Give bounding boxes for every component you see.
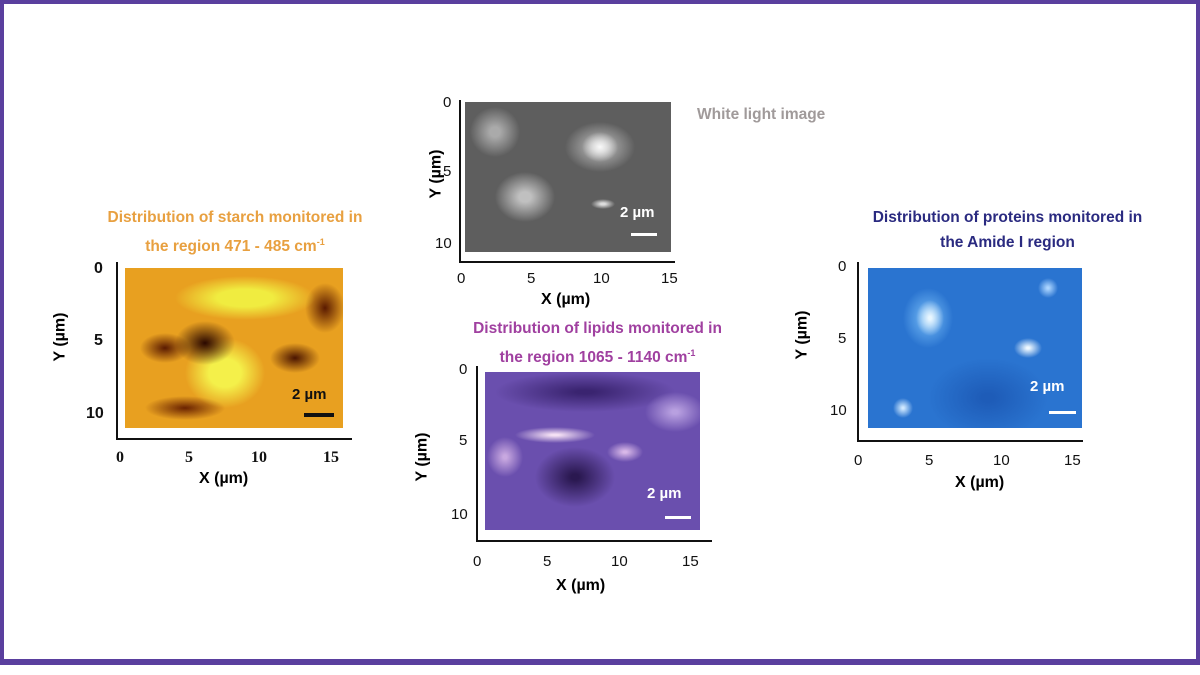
white-xtick: 10	[593, 270, 610, 287]
starch-ytick: 5	[94, 332, 103, 349]
white-x-label: X (µm)	[541, 291, 591, 308]
white-scale-label: 2 µm	[620, 204, 655, 221]
starch-x-axis	[116, 438, 352, 440]
lipids-x-label: X (µm)	[556, 577, 606, 594]
starch-title-text: the region 471 - 485 cm	[145, 238, 317, 256]
white-light-title: White light image	[697, 106, 826, 123]
lipids-xtick: 10	[611, 553, 628, 570]
starch-title-line1: Distribution of starch monitored in	[107, 209, 363, 226]
proteins-xtick: 15	[1064, 452, 1081, 469]
starch-xtick: 10	[251, 449, 267, 466]
proteins-ytick: 5	[838, 330, 847, 347]
proteins-xtick: 10	[993, 452, 1010, 469]
starch-xtick: 0	[116, 449, 124, 466]
white-y-axis	[459, 100, 461, 263]
lipids-ytick: 5	[459, 432, 468, 449]
proteins-ytick: 0	[838, 258, 847, 275]
proteins-ytick: 10	[830, 402, 847, 419]
starch-ytick: 0	[94, 260, 103, 277]
lipids-scale-label: 2 µm	[647, 485, 682, 502]
starch-scale-label: 2 µm	[292, 386, 327, 403]
lipids-heatmap	[485, 372, 700, 530]
white-light-image	[465, 102, 671, 252]
white-x-axis	[459, 261, 675, 263]
white-ytick: 0	[443, 94, 452, 111]
lipids-ytick: 10	[451, 506, 468, 523]
proteins-title: Distribution of proteins monitored in th…	[800, 205, 1200, 255]
starch-y-label: Y (µm)	[51, 312, 69, 362]
lipids-title-text: the region 1065 - 1140 cm	[499, 349, 688, 367]
proteins-scale-bar	[1049, 411, 1076, 414]
lipids-title-line2: the region 1065 - 1140 cm-1	[420, 341, 775, 370]
lipids-y-label: Y (µm)	[413, 432, 431, 482]
lipids-ytick: 0	[459, 361, 468, 378]
white-y-label: Y (µm)	[427, 149, 445, 199]
starch-title-sup: -1	[316, 237, 325, 247]
starch-title: Distribution of starch monitored in the …	[60, 205, 410, 259]
proteins-x-label: X (µm)	[955, 474, 1005, 491]
proteins-y-axis	[857, 262, 859, 442]
lipids-scale-bar	[665, 516, 691, 519]
lipids-xtick: 15	[682, 553, 699, 570]
proteins-title-line2: the Amide I region	[940, 234, 1075, 251]
lipids-y-axis	[476, 366, 478, 542]
starch-heatmap	[125, 268, 343, 428]
proteins-xtick: 0	[854, 452, 863, 469]
starch-scale-bar	[304, 413, 334, 417]
white-ytick: 10	[435, 235, 452, 252]
lipids-title-line1: Distribution of lipids monitored in	[473, 320, 722, 337]
proteins-xtick: 5	[925, 452, 934, 469]
starch-x-label: X (µm)	[199, 470, 249, 487]
lipids-title: Distribution of lipids monitored in the …	[420, 316, 775, 370]
white-xtick: 5	[527, 270, 536, 287]
proteins-x-axis	[857, 440, 1083, 442]
starch-title-line2: the region 471 - 485 cm-1	[60, 230, 410, 259]
lipids-x-axis	[476, 540, 712, 542]
white-ytick: 5	[443, 163, 452, 180]
proteins-title-line1: Distribution of proteins monitored in	[872, 209, 1143, 226]
proteins-heatmap	[868, 268, 1082, 428]
lipids-xtick: 5	[543, 553, 552, 570]
white-xtick: 0	[457, 270, 466, 287]
proteins-y-label: Y (µm)	[793, 310, 811, 360]
white-scale-bar	[631, 233, 657, 236]
starch-ytick: 10	[86, 405, 104, 422]
white-xtick: 15	[661, 270, 678, 287]
starch-xtick: 5	[185, 449, 193, 466]
proteins-scale-label: 2 µm	[1030, 378, 1065, 395]
lipids-title-sup: -1	[687, 348, 696, 358]
starch-y-axis	[116, 262, 118, 440]
starch-xtick: 15	[323, 449, 339, 466]
lipids-xtick: 0	[473, 553, 482, 570]
